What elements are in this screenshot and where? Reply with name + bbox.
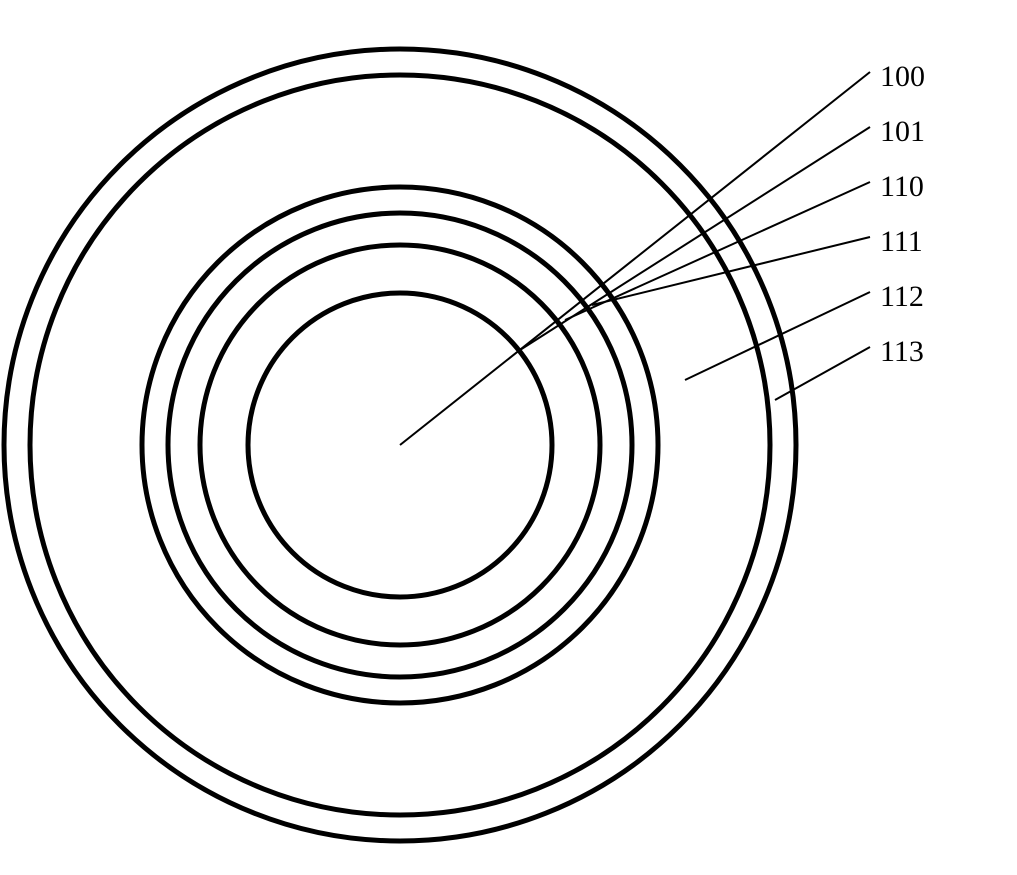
label-113: 113 (880, 335, 924, 369)
label-100: 100 (880, 60, 925, 94)
leader-line-2 (565, 182, 870, 320)
diagram-container: 100 101 110 111 112 113 (0, 0, 1017, 875)
label-111: 111 (880, 225, 923, 259)
diagram-svg (0, 0, 1017, 875)
leader-line-3 (592, 237, 870, 305)
label-112: 112 (880, 280, 924, 314)
leader-line-4 (685, 292, 870, 380)
label-110: 110 (880, 170, 924, 204)
label-101: 101 (880, 115, 925, 149)
